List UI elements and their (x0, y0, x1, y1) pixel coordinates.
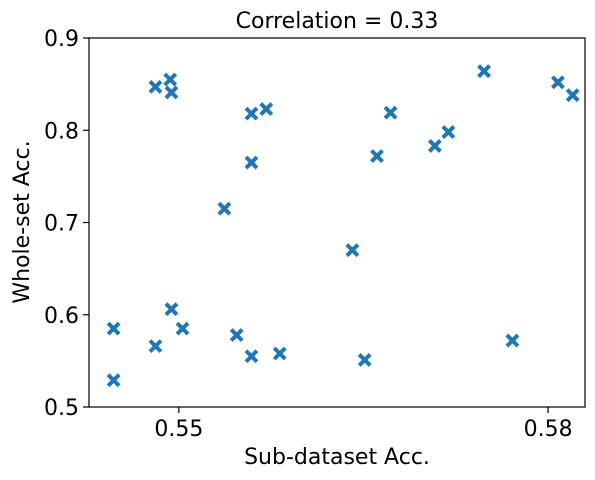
data-point-17 (357, 353, 372, 367)
x-axis-ticks: 0.55 0.58 (154, 407, 573, 442)
data-point-13 (244, 106, 259, 121)
data-point-21 (441, 125, 456, 140)
data-point-12 (244, 155, 259, 170)
data-point-14 (259, 102, 274, 116)
y-axis-label: Whole-set Acc. (10, 140, 35, 303)
data-point-5 (163, 72, 178, 87)
chart-title: Correlation = 0.33 (236, 9, 439, 34)
data-point-22 (477, 64, 491, 79)
y-tick-label: 0.7 (44, 212, 79, 237)
data-point-2 (106, 321, 121, 336)
y-axis-ticks: 0.5 0.6 0.7 0.8 0.9 (44, 27, 89, 421)
data-point-16 (345, 243, 360, 258)
data-point-19 (383, 105, 398, 120)
data-point-10 (229, 328, 244, 342)
data-points (106, 64, 580, 388)
data-point-9 (217, 201, 232, 216)
data-point-4 (148, 79, 163, 94)
data-point-11 (244, 349, 259, 364)
data-point-25 (565, 88, 580, 103)
y-tick-label: 0.8 (44, 119, 79, 144)
x-axis-label: Sub-dataset Acc. (244, 445, 430, 470)
data-point-3 (148, 339, 163, 354)
data-point-15 (272, 346, 287, 361)
y-tick-label: 0.5 (44, 396, 79, 421)
data-point-23 (505, 333, 520, 348)
data-point-8 (175, 321, 190, 336)
x-tick-label: 0.55 (154, 417, 203, 442)
plot-frame (88, 37, 586, 408)
data-point-24 (551, 75, 565, 90)
data-point-6 (164, 85, 179, 100)
y-tick-label: 0.9 (44, 27, 79, 52)
x-tick-label: 0.58 (524, 417, 573, 442)
data-point-20 (427, 139, 442, 153)
y-tick-label: 0.6 (44, 304, 79, 329)
data-point-1 (106, 373, 121, 388)
data-point-7 (164, 302, 179, 317)
data-point-18 (370, 149, 384, 163)
